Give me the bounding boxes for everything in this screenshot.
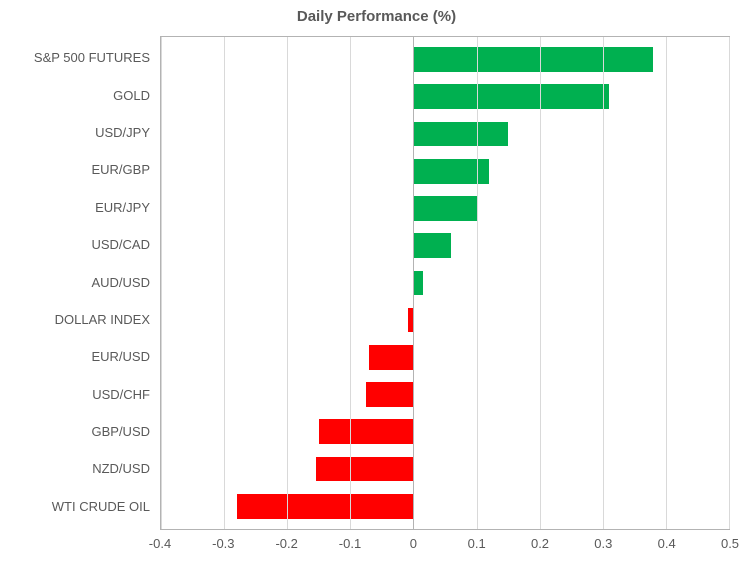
bar-row xyxy=(161,494,729,519)
y-axis-label: USD/CAD xyxy=(0,233,150,258)
bar-row xyxy=(161,84,729,109)
bar-row xyxy=(161,271,729,296)
chart-title: Daily Performance (%) xyxy=(0,8,753,25)
gridline xyxy=(161,37,162,529)
bar-row xyxy=(161,122,729,147)
bar-row xyxy=(161,233,729,258)
x-axis-label: 0.4 xyxy=(658,536,676,551)
gridline xyxy=(350,37,351,529)
bar xyxy=(237,494,414,519)
bars-stack xyxy=(161,41,729,525)
x-axis-label: -0.2 xyxy=(275,536,297,551)
daily-performance-chart: Daily Performance (%) S&P 500 FUTURES GOL… xyxy=(0,0,753,568)
y-axis-label: DOLLAR INDEX xyxy=(0,308,150,333)
y-axis-label: NZD/USD xyxy=(0,457,150,482)
y-axis-label: GOLD xyxy=(0,84,150,109)
x-axis-label: -0.3 xyxy=(212,536,234,551)
bar xyxy=(413,84,609,109)
bar xyxy=(413,271,422,296)
x-axis-label: 0.3 xyxy=(594,536,612,551)
bar-row xyxy=(161,345,729,370)
y-axis-label: WTI CRUDE OIL xyxy=(0,495,150,520)
y-axis-label: EUR/USD xyxy=(0,345,150,370)
bar-row xyxy=(161,159,729,184)
y-axis-label: S&P 500 FUTURES xyxy=(0,46,150,71)
gridline xyxy=(666,37,667,529)
bar xyxy=(369,345,413,370)
x-axis-label: 0.1 xyxy=(468,536,486,551)
bar xyxy=(413,47,653,72)
x-axis-label: 0 xyxy=(410,536,417,551)
bar-row xyxy=(161,457,729,482)
bar xyxy=(413,159,489,184)
gridline xyxy=(729,37,730,529)
y-axis-label: EUR/GBP xyxy=(0,158,150,183)
gridline xyxy=(603,37,604,529)
bar-row xyxy=(161,196,729,221)
y-axis-label: USD/JPY xyxy=(0,121,150,146)
plot-area xyxy=(160,36,730,530)
x-axis-labels: -0.4-0.3-0.2-0.100.10.20.30.40.5 xyxy=(160,536,730,556)
y-axis-label: EUR/JPY xyxy=(0,196,150,221)
y-axis-label: AUD/USD xyxy=(0,271,150,296)
bar-row xyxy=(161,47,729,72)
gridline xyxy=(540,37,541,529)
bar-row xyxy=(161,382,729,407)
x-axis-label: 0.2 xyxy=(531,536,549,551)
y-axis-labels: S&P 500 FUTURES GOLD USD/JPY EUR/GBP EUR/JPY… xyxy=(0,40,150,526)
gridline xyxy=(287,37,288,529)
bar xyxy=(319,419,414,444)
gridline xyxy=(413,37,414,529)
y-axis-label: GBP/USD xyxy=(0,420,150,445)
x-axis-label: -0.4 xyxy=(149,536,171,551)
bar-row xyxy=(161,419,729,444)
x-axis-label: -0.1 xyxy=(339,536,361,551)
bar-row xyxy=(161,308,729,333)
bar xyxy=(316,457,414,482)
bar xyxy=(366,382,413,407)
gridline xyxy=(477,37,478,529)
gridline xyxy=(224,37,225,529)
bar xyxy=(413,196,476,221)
y-axis-label: USD/CHF xyxy=(0,383,150,408)
bar xyxy=(413,233,451,258)
bar xyxy=(413,122,508,147)
x-axis-label: 0.5 xyxy=(721,536,739,551)
